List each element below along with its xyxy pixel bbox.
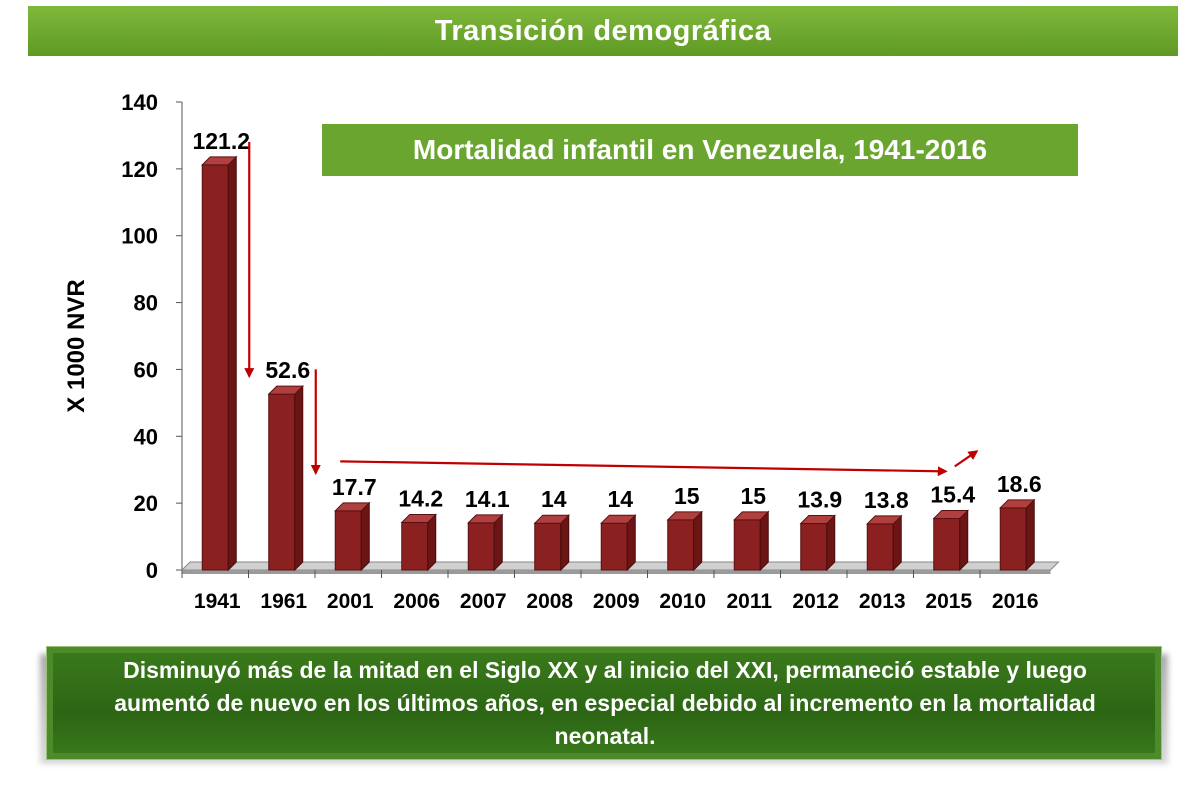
bar-top	[733, 511, 770, 521]
bar-side	[826, 514, 836, 572]
y-axis-label: X 1000 NVR	[63, 279, 90, 412]
data-label: 14.1	[465, 486, 510, 512]
bar-top	[467, 514, 504, 524]
chart-title: Mortalidad infantil en Venezuela, 1941-2…	[412, 134, 988, 165]
bar-side	[427, 513, 437, 572]
bar-top	[932, 510, 969, 520]
data-label: 15	[674, 483, 700, 509]
page-title: Transición demográfica	[434, 14, 772, 47]
bar-front	[467, 522, 495, 571]
y-tick-label: 80	[134, 291, 158, 316]
bar-side	[1025, 498, 1035, 572]
x-tick-label: 2007	[460, 590, 507, 613]
summary-text: Disminuyó más de la mitad en el Siglo XX…	[114, 657, 1096, 749]
bar-top	[799, 515, 836, 525]
data-label: 121.2	[192, 128, 250, 154]
data-label: 13.9	[797, 487, 842, 513]
bar-front	[534, 522, 562, 571]
bar-front	[999, 507, 1027, 571]
bar-top	[600, 514, 637, 524]
y-tick-label: 120	[121, 157, 158, 182]
bar-front	[800, 523, 828, 571]
bar-side	[693, 510, 703, 572]
x-tick-label: 2016	[992, 590, 1039, 613]
bar-side	[294, 384, 304, 572]
page-title-banner: Transición demográfica	[28, 6, 1178, 56]
data-label: 18.6	[997, 471, 1042, 497]
stable-arrow	[340, 460, 948, 477]
bar-top	[334, 502, 371, 512]
data-label: 15.4	[930, 482, 975, 508]
y-tick-label: 60	[134, 357, 158, 382]
bar-side	[759, 510, 769, 572]
bar-top	[201, 156, 238, 166]
summary-panel	[46, 646, 1162, 760]
trend-arrows	[244, 142, 979, 477]
x-axis-labels: 1941 1961 2001 2006 2007 2008 2009 2010 2011 2012…	[194, 590, 1039, 613]
x-tick-label: 2010	[659, 590, 706, 613]
bar-top	[866, 515, 903, 525]
bar-front	[600, 522, 628, 571]
data-label: 14.2	[398, 486, 443, 512]
bar-top	[267, 385, 304, 395]
x-tick-label: 2006	[393, 590, 440, 613]
chart-title-box: Mortalidad infantil en Venezuela, 1941-2…	[322, 124, 1078, 176]
x-tick-label: 2011	[726, 590, 772, 613]
x-tick-label: 2015	[925, 590, 972, 613]
bar-side	[227, 155, 237, 572]
bar-front	[401, 522, 429, 571]
bar-top	[666, 511, 703, 521]
data-label: 15	[740, 483, 766, 509]
summary-box: Disminuyó más de la mitad en el Siglo XX…	[40, 646, 1168, 764]
bar-side	[626, 513, 636, 572]
bar-front	[334, 510, 362, 571]
y-tick-label: 40	[134, 424, 158, 449]
floor-edge	[182, 570, 1051, 574]
y-tick-label: 0	[146, 558, 158, 583]
data-label: 14	[541, 486, 567, 512]
bar-side	[959, 509, 969, 572]
bars	[201, 155, 1036, 572]
bar-front	[268, 393, 296, 571]
bar-top	[400, 514, 437, 524]
y-axis: 0 20 40 60 80 100 120 140	[121, 90, 183, 583]
bar-front	[667, 519, 695, 571]
x-tick-label: 2008	[526, 590, 573, 613]
data-label: 17.7	[332, 474, 377, 500]
data-label: 13.8	[864, 487, 909, 513]
bar-front	[733, 519, 761, 571]
rise-arrow	[954, 450, 979, 468]
x-tick-label: 1961	[260, 590, 307, 613]
bar-front	[933, 518, 961, 571]
bar-side	[493, 513, 503, 572]
y-tick-label: 100	[121, 224, 158, 249]
bar-front	[201, 164, 229, 571]
bar-top	[999, 499, 1036, 509]
bar-side	[360, 501, 370, 572]
x-tick-label: 2001	[327, 590, 374, 613]
x-tick-label: 1941	[194, 590, 241, 613]
x-tick-label: 2012	[792, 590, 839, 613]
bar-front	[866, 523, 894, 571]
bar-side	[560, 513, 570, 572]
bar-chart: X 1000 NVR 0 20 40 60 80 100 120 140 1941 1961 20…	[63, 90, 1060, 613]
y-tick-label: 140	[121, 90, 158, 115]
x-tick-label: 2013	[859, 590, 906, 613]
bar-side	[892, 514, 902, 572]
data-label: 14	[607, 486, 633, 512]
value-labels: 121.2 52.6 17.7 14.2 14.1 14 14 15 15 13.9 13.8 15.…	[192, 128, 1041, 513]
bar-top	[533, 514, 570, 524]
data-label: 52.6	[265, 357, 310, 383]
x-tick-label: 2009	[593, 590, 640, 613]
y-tick-label: 20	[134, 491, 158, 516]
